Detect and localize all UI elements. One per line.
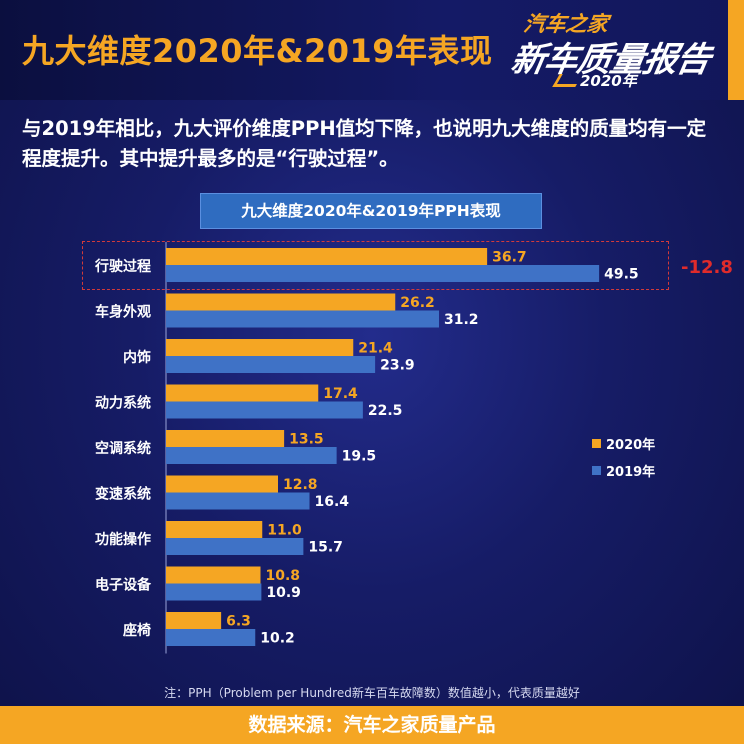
data-source: 数据来源：汽车之家质量产品 (248, 714, 496, 736)
category-label: 内饰 (123, 349, 151, 366)
footnote: 注：PPH（Problem per Hundred新车百车故障数）数值越小，代表… (164, 686, 580, 700)
category-label: 功能操作 (95, 531, 151, 548)
category-label: 车身外观 (95, 304, 151, 321)
data-label: 13.5 (289, 432, 324, 448)
data-label: 31.2 (444, 312, 479, 328)
bar-2020年 (166, 248, 488, 265)
header-accent-stripe (728, 0, 744, 100)
header-bar: 九大维度2020年&2019年表现 汽车之家 新车质量报告 2020年 (0, 0, 744, 100)
bar-2019年 (166, 265, 600, 282)
data-label: 10.8 (266, 568, 301, 584)
data-label: 49.5 (604, 267, 639, 283)
legend-label: 2019年 (606, 464, 655, 480)
data-label: 15.7 (308, 540, 343, 556)
bar-2020年 (166, 566, 261, 584)
logo-year: 2020年 (580, 72, 637, 90)
bar-2020年 (166, 430, 285, 447)
data-label: 6.3 (226, 614, 251, 630)
report-logo: 汽车之家 新车质量报告 2020年 (506, 6, 728, 94)
legend-swatch (592, 466, 601, 475)
bar-2019年 (166, 629, 256, 646)
category-label: 电子设备 (95, 577, 152, 594)
bar-2019年 (166, 401, 363, 419)
data-label: 36.7 (492, 250, 527, 266)
data-label: 12.8 (283, 477, 318, 493)
category-label: 空调系统 (95, 440, 151, 457)
category-label: 座椅 (123, 622, 151, 639)
bar-2019年 (166, 492, 310, 510)
data-label: 10.2 (260, 631, 295, 647)
bar-2019年 (166, 538, 304, 555)
data-label: 19.5 (342, 449, 377, 465)
data-label: 10.9 (266, 585, 301, 601)
bar-2020年 (166, 475, 278, 493)
bar-2019年 (166, 583, 262, 601)
data-label: 26.2 (400, 295, 435, 311)
bar-2020年 (166, 293, 396, 311)
data-label: 22.5 (368, 403, 403, 419)
change-annotation: -12.8 (681, 257, 733, 278)
bar-2019年 (166, 356, 376, 373)
bar-chart: 行驶过程 36.7 49.5 车身外观 26.2 31.2 内饰 21.423.9 动力系统 17… (94, 242, 733, 654)
summary-text: 与2019年相比，九大评价维度PPH值均下降，也说明九大维度的质量均有一定程度提… (22, 117, 707, 170)
footer-bar: 数据来源：汽车之家质量产品 (0, 706, 744, 744)
legend-swatch (592, 439, 601, 448)
category-label: 动力系统 (95, 395, 151, 412)
bar-2019年 (166, 310, 439, 328)
data-label: 11.0 (267, 523, 302, 539)
data-label: 21.4 (358, 341, 393, 357)
bar-2020年 (166, 384, 319, 402)
bar-2019年 (166, 447, 337, 464)
bar-2020年 (166, 612, 222, 629)
data-label: 23.9 (380, 358, 415, 374)
category-label: 变速系统 (95, 486, 151, 503)
chart-title-box: 九大维度2020年&2019年PPH表现 (200, 193, 542, 229)
data-label: 16.4 (315, 494, 350, 510)
chart-title: 九大维度2020年&2019年PPH表现 (241, 202, 501, 220)
bar-2020年 (166, 521, 263, 538)
data-label: 17.4 (323, 386, 358, 402)
legend-label: 2020年 (606, 437, 655, 453)
category-label: 行驶过程 (94, 258, 151, 275)
bar-2020年 (166, 339, 354, 356)
highlight-box (82, 241, 669, 290)
page-title: 九大维度2020年&2019年表现 (22, 32, 493, 70)
